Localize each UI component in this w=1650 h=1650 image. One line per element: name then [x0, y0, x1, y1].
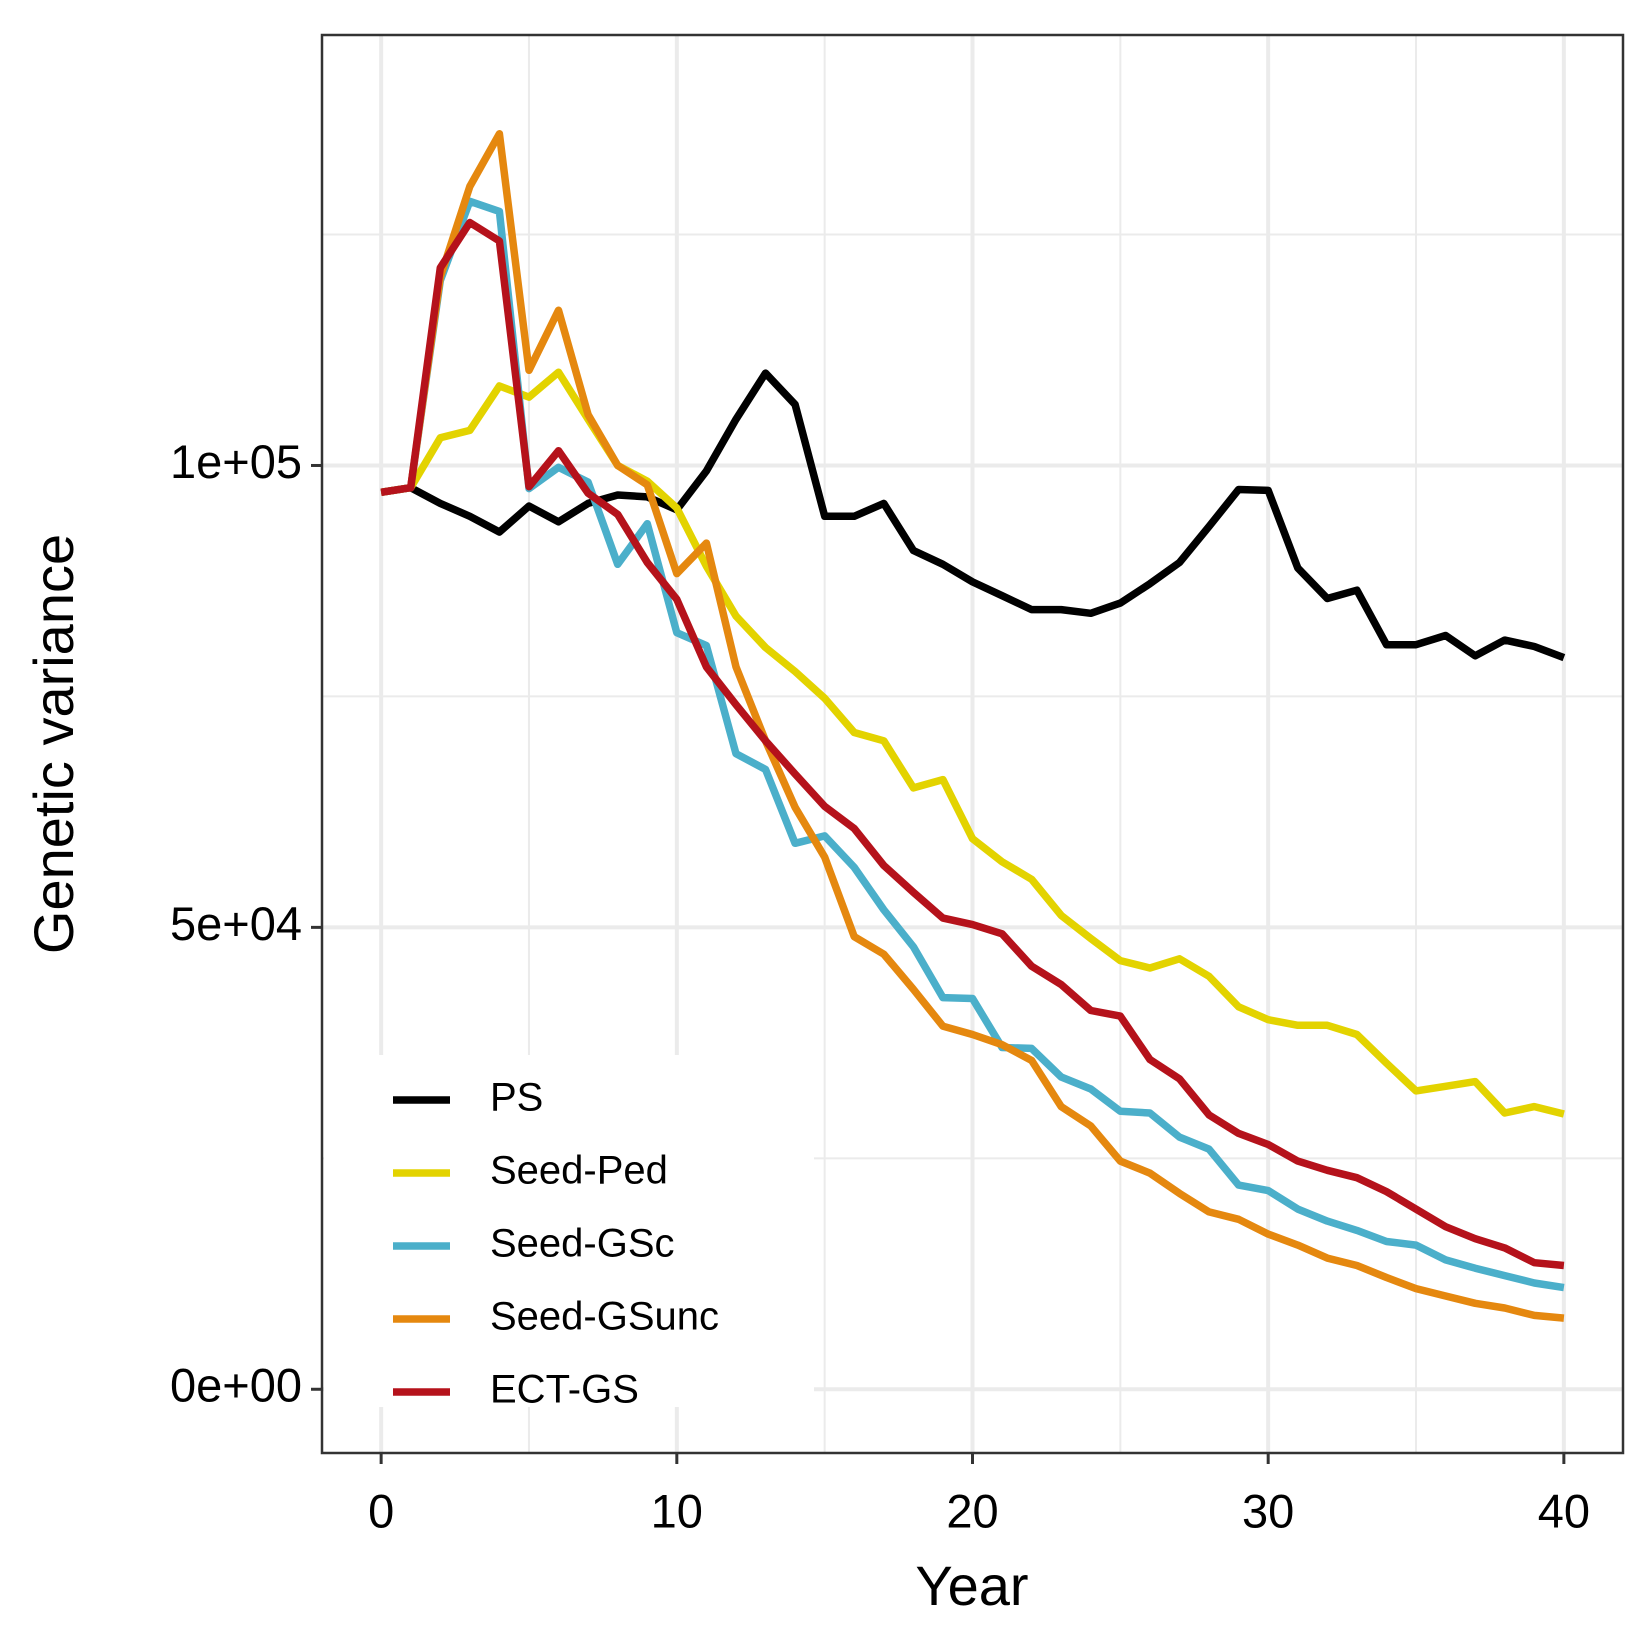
x-tick-label: 10: [651, 1484, 703, 1537]
legend-label: PS: [490, 1076, 543, 1120]
panel-border: [320, 33, 1625, 1455]
y-axis-title: Genetic variance: [22, 534, 85, 954]
x-axis-title: Year: [915, 1554, 1028, 1617]
legend-label: Seed-GSc: [490, 1222, 675, 1266]
x-tick-label: 40: [1538, 1484, 1590, 1537]
y-tick-label: 5e+04: [170, 897, 302, 950]
y-tick-label: 0e+00: [170, 1359, 302, 1412]
series-line: [380, 368, 1565, 1118]
legend-label: Seed-Ped: [490, 1149, 668, 1193]
legend-label: ECT-GS: [490, 1368, 639, 1412]
legend-label: Seed-GSunc: [490, 1295, 719, 1339]
series-line: [380, 130, 1565, 1322]
series-line: [380, 218, 1565, 1270]
x-tick-label: 20: [946, 1484, 998, 1537]
series-line: [380, 369, 1566, 662]
x-tick-label: 0: [368, 1484, 394, 1537]
legend-background: [324, 1055, 814, 1407]
x-tick-label: 30: [1242, 1484, 1294, 1537]
y-tick-label: 1e+05: [170, 435, 302, 488]
